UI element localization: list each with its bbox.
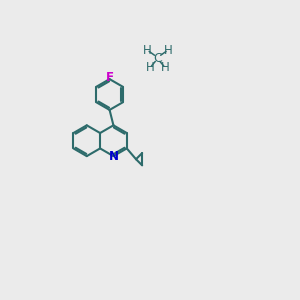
Text: C: C bbox=[153, 52, 162, 65]
Text: H: H bbox=[146, 61, 154, 74]
Text: H: H bbox=[161, 61, 170, 74]
Text: H: H bbox=[142, 44, 151, 57]
Text: H: H bbox=[164, 44, 173, 57]
Text: N: N bbox=[108, 150, 118, 163]
Text: F: F bbox=[106, 71, 114, 84]
